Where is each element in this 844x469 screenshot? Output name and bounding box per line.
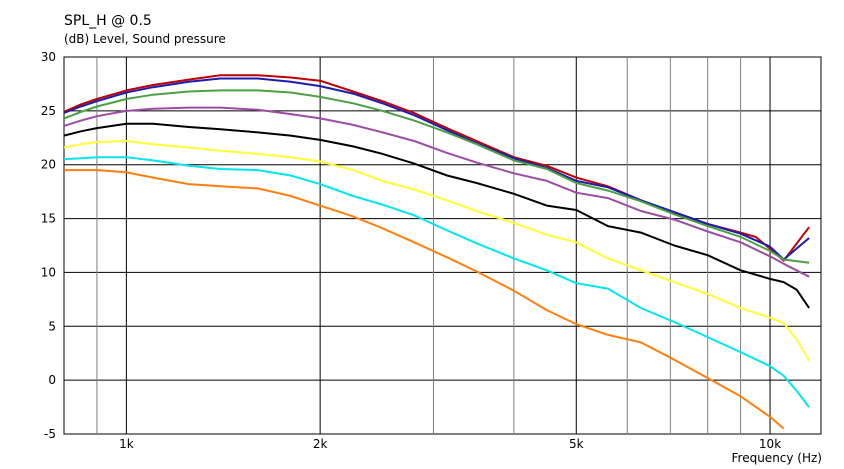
x-tick-3: 10k <box>759 437 781 451</box>
series-line-5 <box>63 140 810 362</box>
series-lines <box>63 74 810 430</box>
x-tick-labels: 1k 2k 5k 10k <box>119 437 781 451</box>
x-axis-label: Frequency (Hz) <box>731 451 823 465</box>
series-line-7 <box>64 169 785 430</box>
x-tick-1: 2k <box>313 437 328 451</box>
y-tick-6: 0 <box>48 373 56 387</box>
series-line-3 <box>63 106 810 278</box>
chart-title: SPL_H @ 0.5 <box>64 13 152 29</box>
series-line-4 <box>63 122 810 309</box>
y-tick-1: 25 <box>41 104 56 118</box>
series-line-1 <box>63 77 810 261</box>
grid-lines <box>64 57 821 434</box>
y-tick-4: 10 <box>41 265 56 279</box>
y-tick-3: 15 <box>41 212 56 226</box>
y-tick-0: 30 <box>41 50 56 64</box>
y-tick-2: 20 <box>41 158 56 172</box>
y-tick-7: -5 <box>44 427 56 441</box>
y-tick-labels: 30 25 20 15 10 5 0 -5 <box>41 50 56 441</box>
y-tick-5: 5 <box>48 319 56 333</box>
series-line-6 <box>63 156 810 408</box>
y-axis-label: (dB) Level, Sound pressure <box>64 32 226 46</box>
x-tick-2: 5k <box>569 437 584 451</box>
x-tick-0: 1k <box>119 437 134 451</box>
series-line-2 <box>63 89 810 264</box>
